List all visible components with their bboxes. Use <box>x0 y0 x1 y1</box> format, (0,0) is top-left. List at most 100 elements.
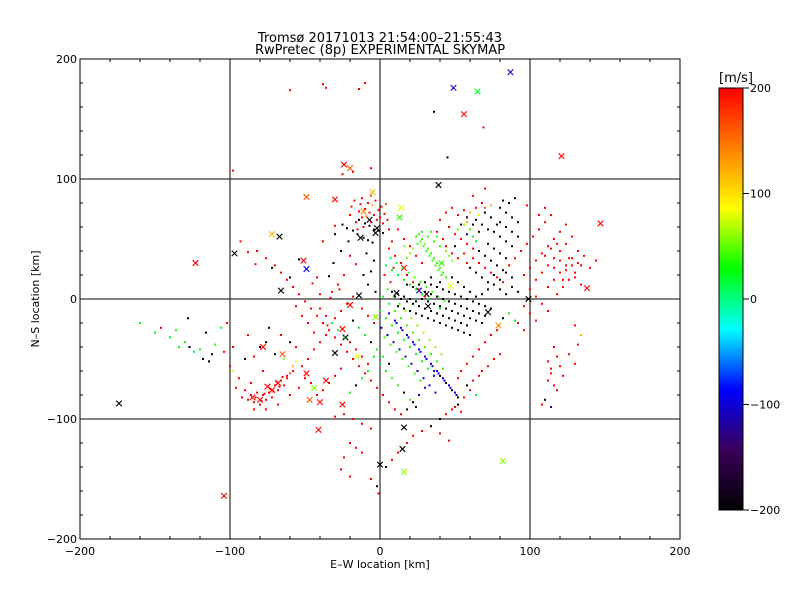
dot-point <box>187 317 189 320</box>
dot-point <box>269 388 272 390</box>
dot-point <box>340 343 342 346</box>
dot-point <box>280 271 282 274</box>
dot-point <box>406 283 408 286</box>
dot-point <box>326 324 329 327</box>
dot-point <box>544 398 546 401</box>
dot-point <box>484 341 486 344</box>
dot-point <box>499 288 501 291</box>
dot-point <box>310 382 312 384</box>
dot-point <box>286 374 288 377</box>
dot-point <box>431 259 434 262</box>
dot-point <box>340 250 342 252</box>
dot-point <box>478 374 480 377</box>
dot-point <box>511 230 513 233</box>
dot-point <box>439 432 441 435</box>
dot-point <box>418 305 420 308</box>
dot-point <box>425 250 428 252</box>
dot-point <box>298 293 300 296</box>
dot-point <box>487 228 489 231</box>
dot-point <box>292 365 294 368</box>
dot-point <box>247 398 249 401</box>
dot-point <box>413 276 416 279</box>
dot-point <box>439 218 441 221</box>
dot-point <box>436 235 438 238</box>
dot-point <box>577 250 579 252</box>
dot-point <box>386 288 389 291</box>
dot-point <box>364 372 366 375</box>
dot-point <box>298 258 300 261</box>
dot-point <box>475 206 477 209</box>
x-marker-point <box>354 353 361 360</box>
dot-point <box>370 427 372 430</box>
dot-point <box>502 199 504 202</box>
x-marker-point <box>192 259 199 267</box>
dot-point <box>367 202 369 204</box>
dot-point <box>250 394 252 396</box>
dot-point <box>397 305 399 308</box>
dot-point <box>377 209 380 212</box>
dot-point <box>412 247 414 250</box>
dot-point <box>568 257 570 260</box>
dot-point <box>463 209 465 212</box>
dot-point <box>526 242 528 245</box>
dot-point <box>350 205 353 208</box>
x-marker-point <box>276 233 283 240</box>
dot-point <box>319 307 321 310</box>
dot-point <box>403 338 405 341</box>
dot-point <box>386 218 389 221</box>
dot-point <box>325 334 327 336</box>
dot-point <box>574 362 576 365</box>
dot-point <box>493 358 495 360</box>
x-marker-point <box>484 309 492 316</box>
dot-point <box>392 266 395 269</box>
dot-point <box>334 317 336 320</box>
dot-point <box>385 264 387 267</box>
dot-point <box>466 221 468 224</box>
dot-point <box>388 362 390 365</box>
dot-point <box>451 206 453 209</box>
dot-point <box>424 281 426 284</box>
dot-point <box>331 290 333 293</box>
dot-point <box>526 204 528 207</box>
dot-point <box>202 358 204 360</box>
dot-point <box>410 317 413 320</box>
dot-point <box>346 227 348 230</box>
dot-point <box>439 374 441 377</box>
dot-point <box>406 257 408 260</box>
dot-point <box>413 372 416 375</box>
dot-point <box>511 245 513 248</box>
dot-point <box>493 283 495 286</box>
dot-point <box>445 307 447 310</box>
dot-point <box>337 283 339 286</box>
dot-point <box>547 379 549 382</box>
dot-point <box>424 290 426 293</box>
dot-point <box>430 293 432 296</box>
dot-point <box>322 389 324 392</box>
dot-point <box>382 232 384 234</box>
dot-point <box>319 293 321 296</box>
dot-point <box>571 235 573 238</box>
dot-point <box>475 295 477 298</box>
dot-point <box>466 233 468 236</box>
dot-point <box>281 376 284 378</box>
dot-point <box>487 242 489 245</box>
dot-point <box>412 302 414 305</box>
dot-point <box>437 295 440 298</box>
dot-point <box>427 367 429 370</box>
dot-point <box>508 202 510 204</box>
dot-point <box>559 365 561 368</box>
dot-point <box>403 278 405 281</box>
dot-point <box>550 214 552 216</box>
dot-point <box>263 392 266 395</box>
dot-point <box>547 264 549 267</box>
dot-point <box>508 264 510 267</box>
dot-point <box>407 365 410 368</box>
dot-point <box>404 355 407 358</box>
x-marker-point <box>376 461 384 468</box>
dot-point <box>362 236 365 239</box>
dot-point <box>469 290 471 293</box>
dot-point <box>409 283 411 286</box>
dot-point <box>550 372 552 375</box>
dot-point <box>199 348 201 351</box>
dot-point <box>322 240 324 243</box>
